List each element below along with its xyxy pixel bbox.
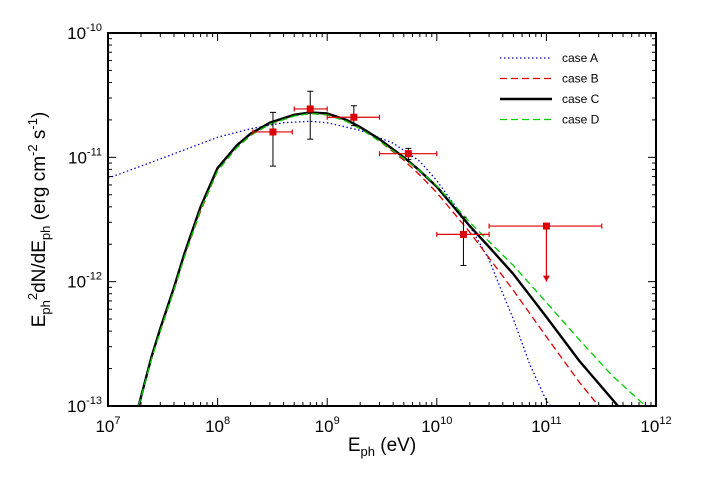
data-marker	[350, 113, 358, 121]
y-tick-label-1: 10-12	[67, 271, 102, 292]
series-line-0	[108, 120, 552, 406]
data-marker	[269, 128, 277, 136]
x-tick-label-4: 1011	[531, 415, 561, 436]
series-line-3	[137, 112, 646, 406]
data-marker	[542, 222, 550, 230]
legend-label: case D	[562, 113, 600, 127]
tick-labels-layer: 107 108 109 1010 1011 1012 10-13 10-12 10-11 10-1…	[67, 22, 671, 436]
data-point-0	[252, 111, 293, 167]
data-points-layer	[252, 90, 603, 282]
y-axis-title: Eph2dN/dEph (erg cm-2 s-1)	[25, 112, 53, 328]
data-point-3	[378, 147, 438, 161]
ticks-layer	[107, 32, 657, 407]
legend-label: case B	[562, 72, 599, 86]
series-line-2	[137, 111, 619, 406]
plot-frame	[107, 32, 657, 407]
data-point-4	[436, 216, 490, 266]
data-marker	[404, 150, 412, 158]
data-point-2	[326, 105, 381, 127]
data-point-1	[293, 90, 328, 140]
legend-label: case A	[562, 51, 598, 65]
x-axis-title: Eph (eV)	[348, 435, 416, 459]
series-line-1	[137, 112, 600, 406]
y-tick-label-3: 10-10	[67, 22, 102, 43]
x-tick-label-0: 107	[95, 415, 120, 436]
upper-limit-arrow	[542, 275, 550, 282]
x-tick-label-5: 1012	[640, 415, 671, 436]
x-tick-label-2: 109	[315, 415, 340, 436]
legend-item-2: case C	[500, 92, 600, 106]
legend-item-3: case D	[500, 113, 600, 127]
legend-item-0: case A	[500, 51, 598, 65]
legend: case A case B case C case D	[500, 51, 600, 127]
x-tick-label-3: 1010	[421, 415, 452, 436]
data-marker	[459, 230, 467, 238]
y-tick-label-2: 10-11	[68, 146, 102, 167]
y-tick-label-0: 10-13	[67, 395, 102, 416]
data-marker	[306, 105, 314, 113]
legend-item-1: case B	[500, 72, 599, 86]
legend-label: case C	[562, 92, 600, 106]
x-tick-label-1: 108	[205, 415, 230, 436]
series-layer	[108, 111, 646, 406]
data-point-5	[488, 222, 603, 282]
